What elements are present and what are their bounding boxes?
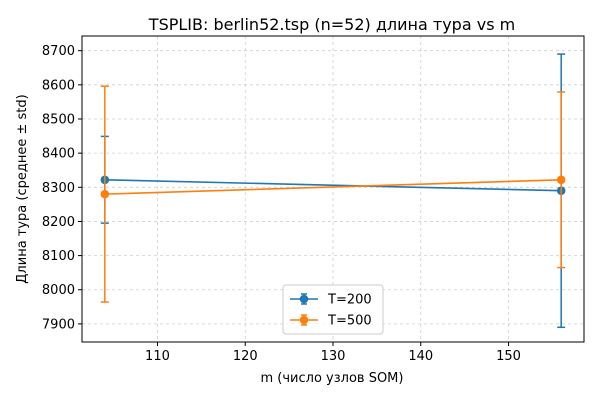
series-T=500	[100, 85, 566, 303]
x-tick-label: 120	[233, 349, 258, 364]
data-point	[100, 189, 110, 199]
x-tick-label: 150	[496, 349, 521, 364]
y-tick-label: 8100	[42, 249, 75, 264]
chart-title: TSPLIB: berlin52.tsp (n=52) длина тура v…	[148, 15, 515, 34]
legend-marker	[299, 315, 309, 325]
data-point	[556, 175, 566, 185]
legend-label: T=200	[327, 293, 372, 308]
legend-marker	[299, 294, 309, 304]
x-tick-label: 110	[145, 349, 170, 364]
plot-frame	[81, 35, 585, 343]
series-line	[104, 178, 562, 195]
y-tick-label: 8600	[42, 78, 75, 93]
legend-box	[282, 284, 384, 335]
legend-entries: T=200 T=500	[290, 293, 372, 329]
x-axis-label: m (число узлов SOM)	[261, 371, 404, 386]
ticks: 110 120 130 140 150 7900 8000 8100 8200 8300 8400 8…	[42, 44, 521, 364]
y-tick-label: 8500	[42, 112, 75, 127]
y-tick-label: 8400	[42, 147, 75, 162]
series	[100, 53, 566, 329]
y-tick-label: 8000	[42, 283, 75, 298]
y-tick-label: 7900	[42, 317, 75, 332]
legend: T=200 T=500	[282, 284, 384, 335]
x-tick-label: 140	[408, 349, 433, 364]
legend-label: T=500	[327, 314, 372, 329]
y-tick-label: 8200	[42, 215, 75, 230]
series-line	[104, 178, 562, 192]
y-axis-label: Длина тура (среднее ± std)	[15, 94, 30, 283]
legend-entry: T=200	[290, 293, 372, 308]
y-tick-label: 8700	[42, 44, 75, 59]
x-tick-label: 130	[321, 349, 346, 364]
y-tick-label: 8300	[42, 181, 75, 196]
legend-entry: T=500	[290, 314, 372, 329]
